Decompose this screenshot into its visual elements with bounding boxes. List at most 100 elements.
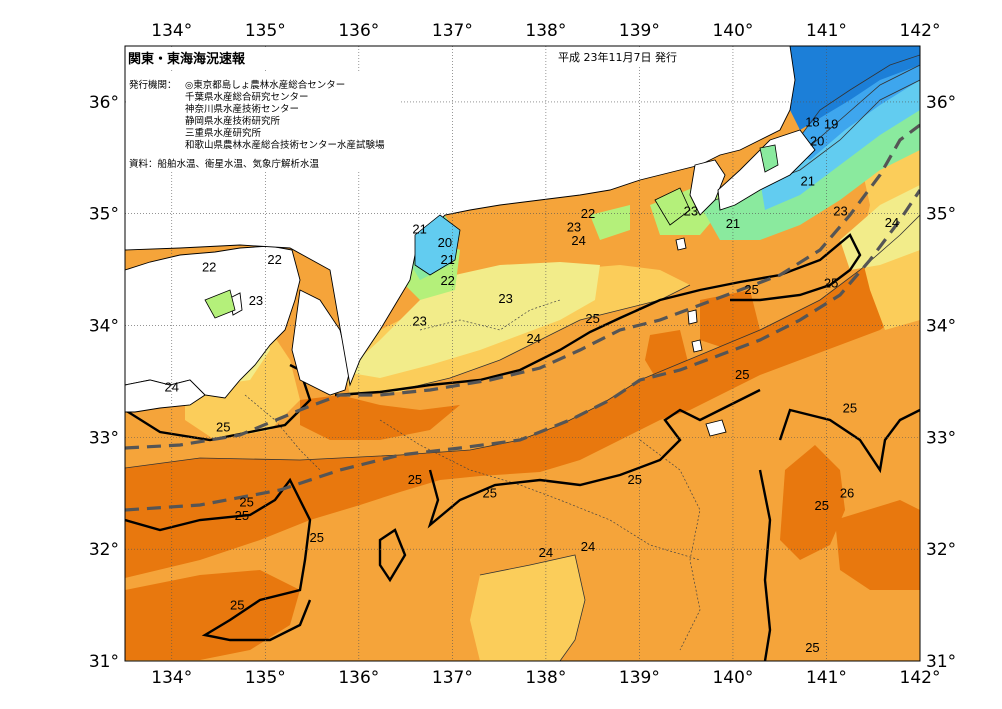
date-box	[556, 47, 698, 65]
contour-label-text: 22	[202, 260, 216, 275]
contour-label: 25	[585, 311, 599, 326]
contour-label: 24	[581, 539, 595, 554]
contour-label: 23	[498, 291, 512, 306]
contour-label: 25	[483, 486, 497, 501]
miyakejima	[691, 339, 703, 353]
lon-label-bottom: 142°	[900, 668, 941, 688]
contour-label: 25	[216, 420, 230, 435]
lon-label-bottom: 137°	[432, 668, 473, 688]
issuer-box	[126, 72, 401, 172]
suruga-bay	[654, 187, 691, 226]
contour-label-text: 24	[581, 539, 595, 554]
lon-label-bottom: 138°	[525, 668, 566, 688]
lon-label-bottom: 134°	[151, 668, 192, 688]
contour-label-text: 24	[539, 545, 553, 560]
contour-label-text: 25	[235, 508, 249, 523]
contour-label-text: 21	[440, 252, 454, 267]
contour-label: 24	[165, 379, 179, 394]
contour-label-text: 23	[412, 313, 426, 328]
plot-frame	[124, 45, 921, 662]
contour-label: 21	[440, 252, 454, 267]
contour-label-text: 21	[412, 222, 426, 237]
lon-label-top: 138°	[525, 21, 566, 41]
contour-label: 25	[235, 508, 249, 523]
contour-label-text: 23	[833, 204, 847, 219]
contour-label-text: 22	[581, 206, 595, 221]
contour-label: 25	[805, 640, 819, 655]
contour-label-text: 21	[801, 174, 815, 189]
dotted-contours	[244, 299, 701, 651]
contour-label-text: 25	[628, 472, 642, 487]
contour-label-text: 24	[526, 331, 540, 346]
lon-label-top: 136°	[338, 21, 379, 41]
contour-label-text: 25	[239, 494, 253, 509]
lon-label-bottom: 139°	[619, 668, 660, 688]
contour-label: 25	[230, 597, 244, 612]
contour-label: 23	[833, 204, 847, 219]
contour-label: 23	[684, 204, 698, 219]
lat-label-right: 34°	[926, 317, 956, 337]
lon-label-bottom: 141°	[806, 668, 847, 688]
contour-label: 20	[810, 133, 824, 148]
niijima	[687, 309, 698, 325]
lon-labels-bottom: 134° 135° 136° 137° 138° 139° 140° 141° 142°	[151, 668, 940, 688]
hachijojima	[705, 419, 727, 437]
contour-label-text: 25	[824, 275, 838, 290]
contour-label-text: 23	[498, 291, 512, 306]
lon-label-top: 135°	[245, 21, 286, 41]
bays	[204, 144, 779, 319]
tokyo-bay	[759, 144, 779, 173]
contour-label: 25	[310, 530, 324, 545]
contour-label-text: 24	[571, 233, 585, 248]
contour-label: 25	[735, 367, 749, 382]
contour-label: 19	[824, 117, 838, 132]
contour-label-text: 22	[440, 273, 454, 288]
contour-label: 23	[567, 219, 581, 234]
contour-label: 25	[843, 401, 857, 416]
map-title: 関東・東海海況速報	[128, 51, 246, 67]
contour-label: 22	[581, 206, 595, 221]
lat-labels-right: 36° 35° 34° 33° 32° 31°	[926, 93, 956, 672]
contour-label-text: 25	[805, 640, 819, 655]
lat-label-right: 35°	[926, 205, 956, 225]
contour-label-text: 25	[735, 367, 749, 382]
contour-label-text: 18	[805, 114, 819, 129]
contour-label-text: 20	[810, 133, 824, 148]
contour-label-text: 25	[408, 472, 422, 487]
contour-label: 21	[801, 174, 815, 189]
contour-label-text: 25	[843, 401, 857, 416]
contour-label: 24	[526, 331, 540, 346]
contour-label: 25	[628, 472, 642, 487]
contour-label-text: 24	[165, 379, 179, 394]
lon-label-bottom: 135°	[245, 668, 286, 688]
issuer-item: ◎東京都島しょ農林水産総合センター	[185, 79, 345, 91]
issuer-list: ◎東京都島しょ農林水産総合センター千葉県水産総合研究センター神奈川県水産技術セン…	[185, 79, 385, 151]
contour-label: 24	[885, 215, 899, 230]
kii-peninsula	[291, 289, 351, 396]
lat-labels-left: 36° 35° 34° 33° 32° 31°	[89, 93, 119, 672]
contour-label: 21	[726, 216, 740, 231]
lon-label-top: 141°	[806, 21, 847, 41]
contour-label: 20	[438, 235, 452, 250]
lon-label-top: 134°	[151, 21, 192, 41]
contour-label: 25	[824, 275, 838, 290]
contour-label: 26	[840, 486, 854, 501]
issuer-item: 三重県水産研究所	[185, 127, 262, 139]
lat-label-left: 31°	[89, 652, 119, 672]
contour-label: 22	[267, 252, 281, 267]
contour-label-text: 25	[585, 311, 599, 326]
lon-label-top: 139°	[619, 21, 660, 41]
contour-label: 25	[744, 282, 758, 297]
ise-bay	[414, 214, 461, 276]
issue-date: 平成 23年11月7日 発行	[558, 50, 677, 64]
issuer-item: 千葉県水産総合研究センター	[185, 91, 309, 103]
sst-band-26	[125, 215, 920, 660]
osaka-bay	[204, 289, 236, 319]
shikoku-land	[125, 379, 206, 413]
lat-label-left: 35°	[89, 205, 119, 225]
title-box	[126, 47, 301, 69]
issuer-item: 神奈川県水産技術センター	[185, 103, 299, 115]
issuer-label: 発行機関：	[129, 79, 177, 91]
izu-peninsula	[689, 159, 726, 216]
